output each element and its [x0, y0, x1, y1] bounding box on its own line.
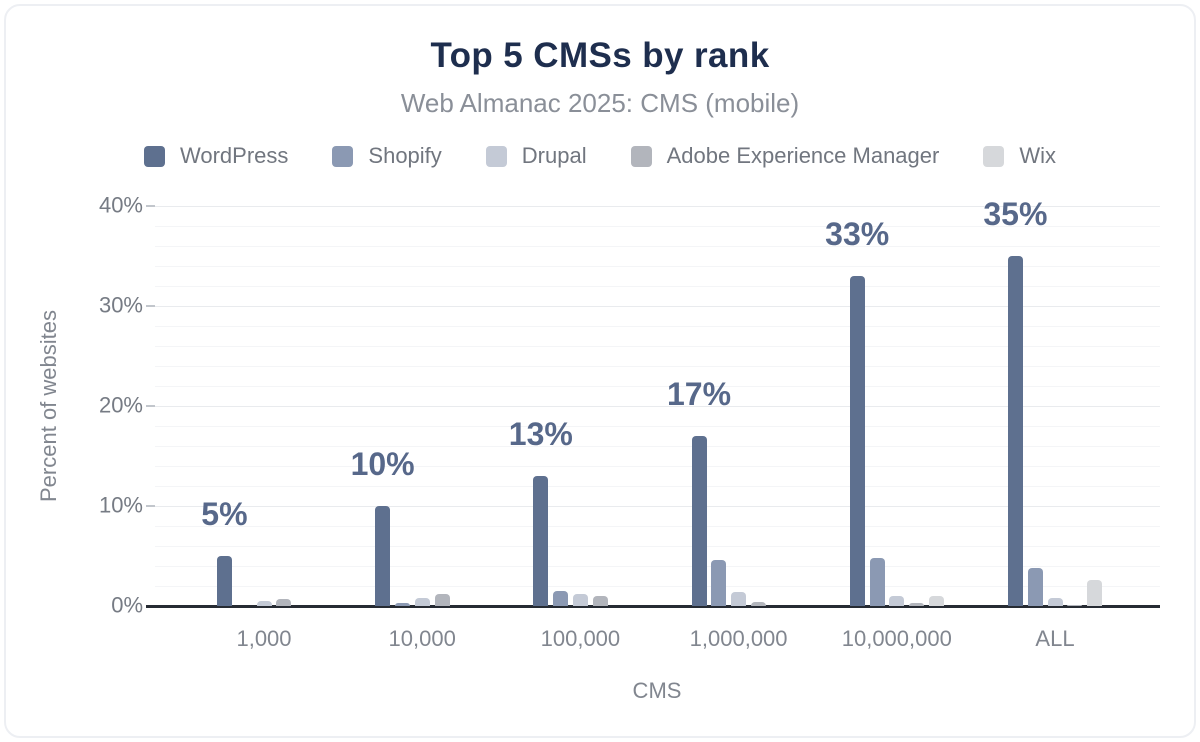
bar-wordpress[interactable] — [691, 436, 707, 606]
bar-drupal[interactable] — [572, 594, 588, 606]
y-tick-label: 30% — [98, 292, 143, 318]
bar-shopify[interactable] — [394, 603, 410, 606]
gridline-minor — [155, 486, 1160, 487]
legend-label: Shopify — [368, 143, 442, 168]
gridline-minor — [155, 466, 1160, 467]
data-label: 35% — [983, 196, 1048, 232]
bar-shopify[interactable] — [553, 591, 569, 606]
legend-swatch-wix — [983, 145, 1005, 167]
legend-item-shopify[interactable]: Shopify — [332, 143, 442, 169]
gridline-major — [155, 406, 1160, 407]
y-axis-title: Percent of websites — [36, 310, 61, 502]
y-tick-label: 20% — [98, 392, 143, 418]
x-tick-label: 10,000,000 — [841, 626, 952, 651]
bar-adobe-experience-manager[interactable] — [1067, 605, 1083, 606]
x-tick-label: 100,000 — [540, 626, 621, 651]
bar-shopify[interactable] — [711, 560, 727, 606]
bar-wix[interactable] — [1087, 580, 1103, 606]
legend-item-wordpress[interactable]: WordPress — [144, 143, 288, 169]
bar-adobe-experience-manager[interactable] — [909, 603, 925, 606]
gridline-minor — [155, 266, 1160, 267]
gridline-minor — [155, 386, 1160, 387]
gridline-minor — [155, 546, 1160, 547]
y-tick-mark — [146, 405, 155, 407]
data-label: 13% — [508, 416, 573, 452]
gridline-major — [155, 306, 1160, 307]
y-tick-mark — [146, 505, 155, 507]
bar-drupal[interactable] — [256, 601, 272, 606]
bar-shopify[interactable] — [869, 558, 885, 606]
legend-label: Wix — [1019, 143, 1056, 168]
gridline-major — [155, 506, 1160, 507]
legend-swatch-wordpress — [144, 145, 165, 167]
bar-adobe-experience-manager[interactable] — [434, 594, 450, 606]
bar-wordpress[interactable] — [216, 556, 232, 606]
data-label: 17% — [666, 376, 732, 412]
gridline-minor — [155, 246, 1160, 247]
bar-wordpress[interactable] — [375, 506, 391, 606]
x-axis-line — [146, 605, 1160, 608]
legend-item-drupal[interactable]: Drupal — [485, 143, 587, 169]
gridline-minor — [155, 326, 1160, 327]
x-tick-label: 1,000 — [236, 626, 292, 651]
data-label: 10% — [350, 446, 415, 482]
y-tick-mark — [146, 205, 155, 207]
y-tick-label: 40% — [98, 192, 143, 218]
bar-shopify[interactable] — [1027, 568, 1043, 606]
bar-adobe-experience-manager[interactable] — [276, 599, 292, 606]
gridline-minor — [155, 586, 1160, 587]
x-tick-label: 10,000 — [388, 626, 456, 651]
bar-wordpress[interactable] — [533, 476, 549, 606]
bar-drupal[interactable] — [414, 598, 430, 606]
y-tick-label: 10% — [98, 492, 143, 518]
bar-wix[interactable] — [928, 596, 944, 606]
gridline-minor — [155, 566, 1160, 567]
gridline-major — [155, 206, 1160, 207]
y-tick-mark — [146, 305, 155, 307]
gridline-minor — [155, 226, 1160, 227]
legend-label: Adobe Experience Manager — [666, 143, 940, 168]
bar-adobe-experience-manager[interactable] — [750, 602, 766, 606]
legend-label: WordPress — [180, 143, 289, 168]
legend-item-adobe-experience-manager[interactable]: Adobe Experience Manager — [630, 143, 940, 169]
bar-drupal[interactable] — [731, 592, 747, 606]
bar-adobe-experience-manager[interactable] — [592, 596, 608, 606]
gridline-minor — [155, 446, 1160, 447]
y-tick-label: 0% — [111, 592, 143, 618]
chart-title: Top 5 CMSs by rank — [430, 36, 770, 75]
gridline-minor — [155, 286, 1160, 287]
x-tick-label: 1,000,000 — [689, 626, 788, 651]
x-tick-label: ALL — [1035, 626, 1075, 651]
gridline-minor — [155, 366, 1160, 367]
bar-drupal[interactable] — [889, 596, 905, 606]
gridline-minor — [155, 346, 1160, 347]
chart-subtitle: Web Almanac 2025: CMS (mobile) — [400, 88, 800, 118]
data-label: 33% — [825, 216, 890, 252]
legend-label: Drupal — [521, 143, 587, 168]
legend-item-wix[interactable]: Wix — [983, 143, 1056, 169]
x-axis-title: CMS — [632, 678, 682, 703]
legend: WordPress Shopify Drupal Adobe Experience M… — [0, 143, 1200, 169]
gridline-minor — [155, 426, 1160, 427]
bar-drupal[interactable] — [1047, 598, 1063, 606]
bar-wordpress[interactable] — [849, 276, 865, 606]
legend-swatch-drupal — [485, 145, 507, 167]
data-label: 5% — [201, 496, 248, 532]
bar-wordpress[interactable] — [1007, 256, 1023, 606]
legend-swatch-shopify — [332, 145, 354, 167]
legend-swatch-adobe-experience-manager — [630, 145, 652, 167]
gridline-minor — [155, 526, 1160, 527]
